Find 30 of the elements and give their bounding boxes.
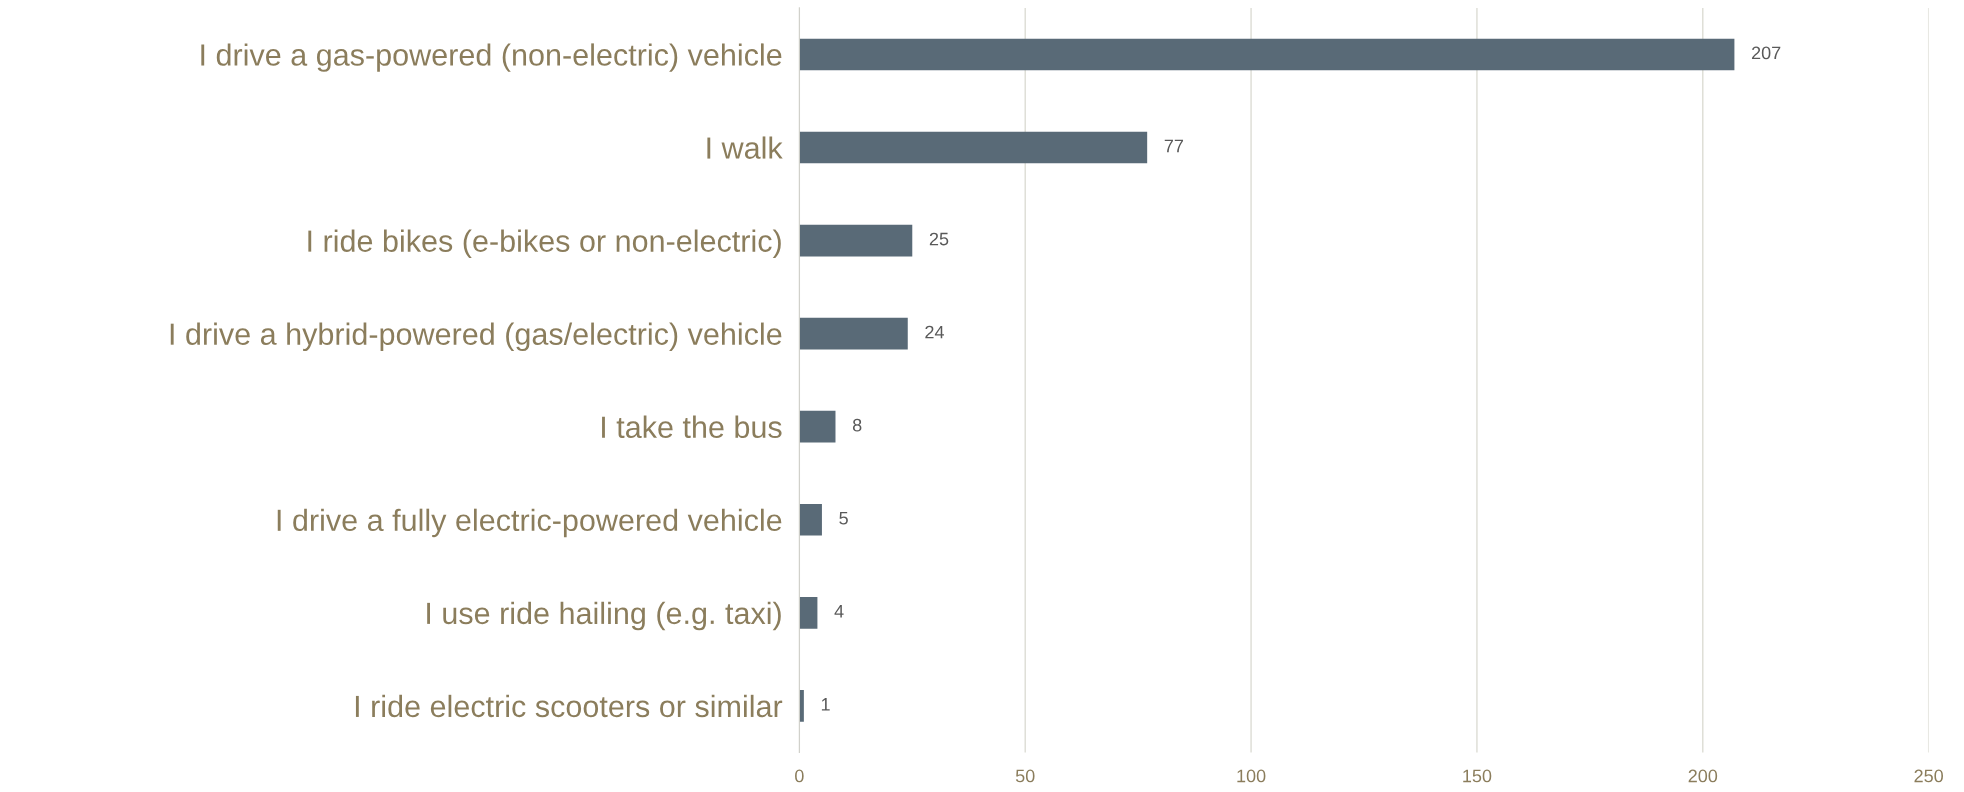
y-tick-label: I drive a hybrid-powered (gas/electric) vehicle bbox=[170, 322, 782, 352]
data-label: 5 bbox=[839, 512, 848, 525]
data-label: 8 bbox=[852, 418, 862, 432]
data-label: 25 bbox=[929, 232, 949, 246]
y-tick-label: I drive a gas-powered (non-electric) vehicle bbox=[201, 43, 782, 72]
y-tick-label: I walk bbox=[707, 136, 783, 159]
x-tick-label: 150 bbox=[1463, 769, 1492, 783]
y-tick-label: I ride bikes (e-bikes or non-electric) bbox=[308, 229, 781, 258]
bar bbox=[799, 690, 804, 722]
bar bbox=[799, 503, 822, 536]
x-tick-label: 50 bbox=[1015, 769, 1035, 783]
data-label: 24 bbox=[925, 325, 944, 339]
x-tick-label: 250 bbox=[1914, 769, 1944, 783]
data-label: 77 bbox=[1164, 139, 1184, 153]
data-label: 4 bbox=[834, 605, 844, 618]
bar bbox=[799, 131, 1148, 164]
bar bbox=[799, 596, 818, 629]
data-label: 1 bbox=[821, 698, 830, 711]
y-tick-label: I drive a fully electric-powered vehicle bbox=[277, 508, 782, 538]
bar bbox=[799, 410, 836, 443]
y-tick-label: I ride electric scooters or similar bbox=[355, 694, 783, 718]
y-tick-label: I use ride hailing (e.g. taxi) bbox=[427, 601, 781, 631]
x-tick-label: 100 bbox=[1237, 769, 1266, 783]
x-tick-label: 0 bbox=[795, 769, 804, 783]
y-tick-label: I take the bus bbox=[602, 415, 782, 439]
bar bbox=[799, 38, 1735, 71]
data-label: 207 bbox=[1751, 46, 1781, 60]
bar bbox=[799, 317, 908, 350]
bar bbox=[799, 224, 913, 257]
x-tick-label: 200 bbox=[1688, 769, 1718, 783]
